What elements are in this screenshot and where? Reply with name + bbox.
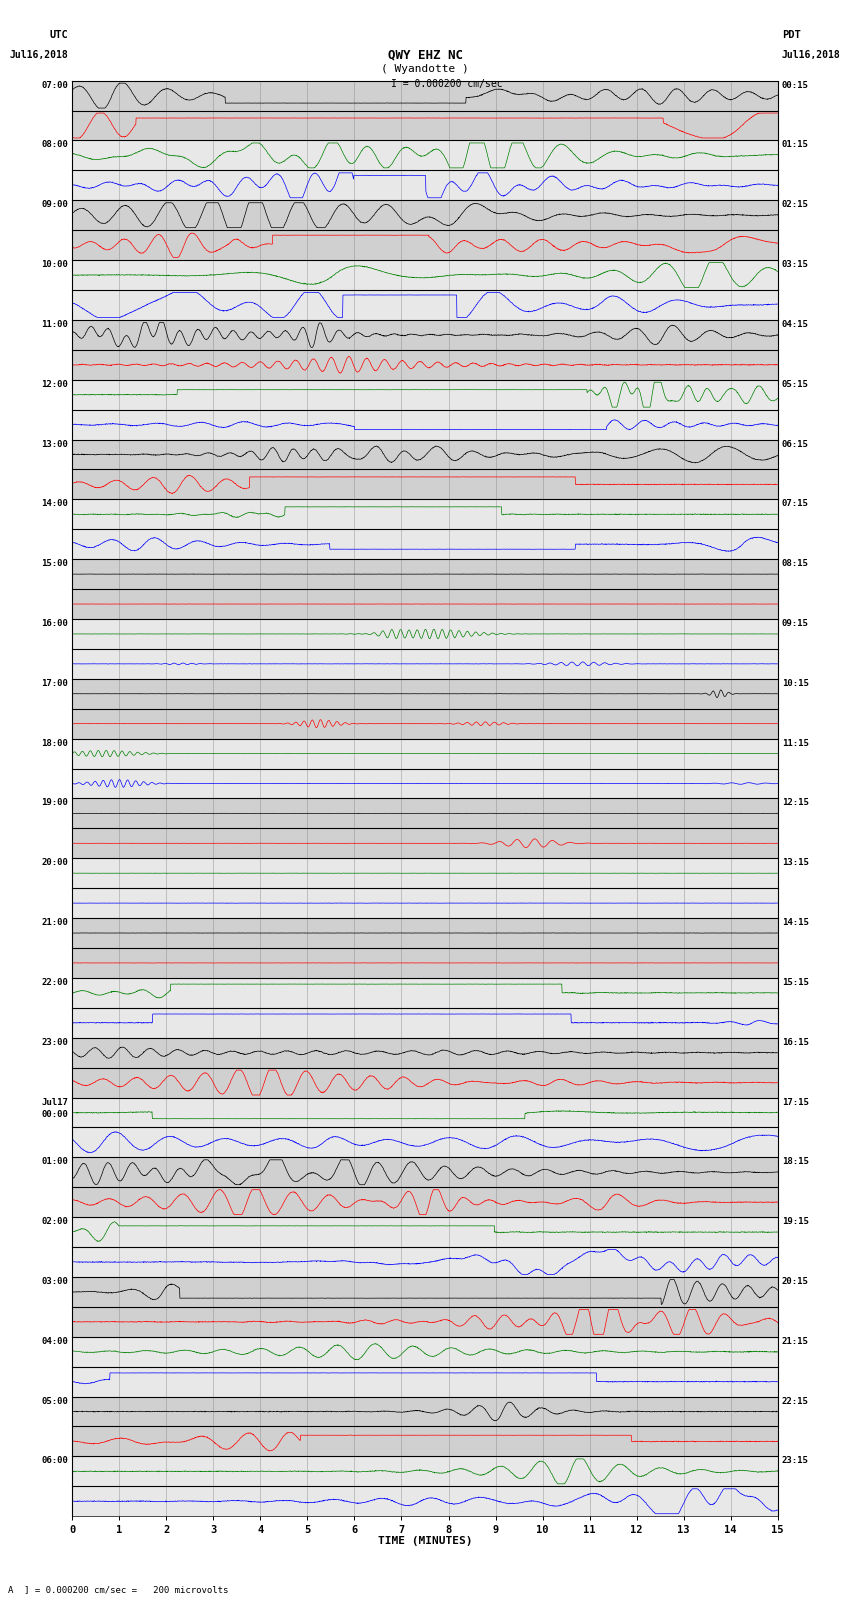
Text: 23:15: 23:15 <box>782 1457 809 1465</box>
Text: 23:00: 23:00 <box>41 1037 68 1047</box>
Text: 20:00: 20:00 <box>41 858 68 868</box>
Text: 17:00: 17:00 <box>41 679 68 687</box>
Text: 04:15: 04:15 <box>782 319 809 329</box>
Text: 21:15: 21:15 <box>782 1337 809 1345</box>
Text: 16:15: 16:15 <box>782 1037 809 1047</box>
Text: 00:15: 00:15 <box>782 81 809 90</box>
Text: 07:15: 07:15 <box>782 500 809 508</box>
Text: Jul17: Jul17 <box>41 1097 68 1107</box>
Text: 21:00: 21:00 <box>41 918 68 927</box>
Text: 17:15: 17:15 <box>782 1097 809 1107</box>
Text: QWY EHZ NC: QWY EHZ NC <box>388 48 462 61</box>
Text: 13:00: 13:00 <box>41 440 68 448</box>
Text: 05:15: 05:15 <box>782 379 809 389</box>
Text: 03:15: 03:15 <box>782 260 809 269</box>
Text: 07:00: 07:00 <box>41 81 68 90</box>
Text: 19:00: 19:00 <box>41 798 68 808</box>
Text: 22:15: 22:15 <box>782 1397 809 1405</box>
Text: TIME (MINUTES): TIME (MINUTES) <box>377 1536 473 1545</box>
Text: 09:00: 09:00 <box>41 200 68 210</box>
Text: 00:00: 00:00 <box>41 1110 68 1119</box>
Text: 15:15: 15:15 <box>782 977 809 987</box>
Text: A  ] = 0.000200 cm/sec =   200 microvolts: A ] = 0.000200 cm/sec = 200 microvolts <box>8 1584 229 1594</box>
Text: 19:15: 19:15 <box>782 1218 809 1226</box>
Text: 10:15: 10:15 <box>782 679 809 687</box>
Text: 14:00: 14:00 <box>41 500 68 508</box>
Text: 12:00: 12:00 <box>41 379 68 389</box>
Text: 18:15: 18:15 <box>782 1157 809 1166</box>
Text: 08:15: 08:15 <box>782 560 809 568</box>
Text: 04:00: 04:00 <box>41 1337 68 1345</box>
Text: 01:00: 01:00 <box>41 1157 68 1166</box>
Text: I = 0.000200 cm/sec: I = 0.000200 cm/sec <box>391 79 502 89</box>
Text: Jul16,2018: Jul16,2018 <box>782 50 841 60</box>
Text: 20:15: 20:15 <box>782 1277 809 1286</box>
Text: 05:00: 05:00 <box>41 1397 68 1405</box>
Text: UTC: UTC <box>49 31 68 40</box>
Text: 10:00: 10:00 <box>41 260 68 269</box>
Text: 14:15: 14:15 <box>782 918 809 927</box>
Text: 09:15: 09:15 <box>782 619 809 627</box>
Text: 08:00: 08:00 <box>41 140 68 150</box>
Text: 06:00: 06:00 <box>41 1457 68 1465</box>
Text: 11:15: 11:15 <box>782 739 809 747</box>
Text: 16:00: 16:00 <box>41 619 68 627</box>
Text: 01:15: 01:15 <box>782 140 809 150</box>
Text: 15:00: 15:00 <box>41 560 68 568</box>
Text: 22:00: 22:00 <box>41 977 68 987</box>
Text: 13:15: 13:15 <box>782 858 809 868</box>
Text: Jul16,2018: Jul16,2018 <box>9 50 68 60</box>
Text: 03:00: 03:00 <box>41 1277 68 1286</box>
Text: 11:00: 11:00 <box>41 319 68 329</box>
Text: 18:00: 18:00 <box>41 739 68 747</box>
Text: 02:00: 02:00 <box>41 1218 68 1226</box>
Text: 12:15: 12:15 <box>782 798 809 808</box>
Text: 02:15: 02:15 <box>782 200 809 210</box>
Text: ( Wyandotte ): ( Wyandotte ) <box>381 65 469 74</box>
Text: 06:15: 06:15 <box>782 440 809 448</box>
Text: PDT: PDT <box>782 31 801 40</box>
